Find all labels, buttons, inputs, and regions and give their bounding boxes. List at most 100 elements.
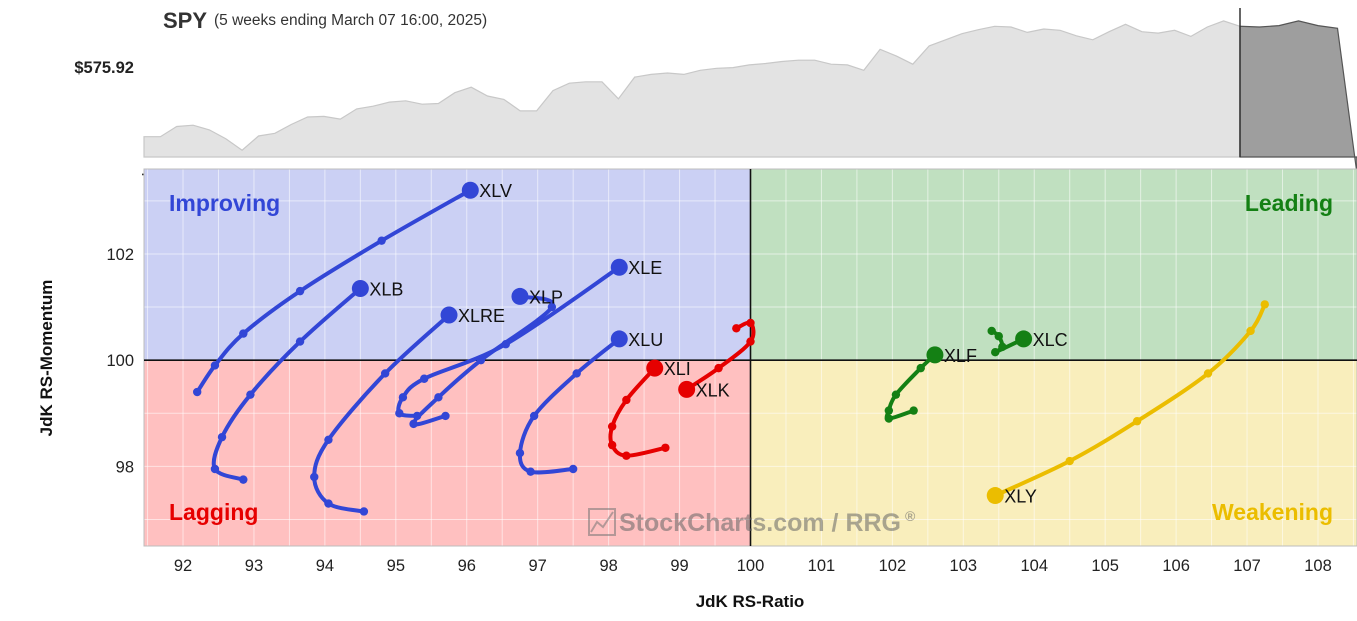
series-point-xlu: [530, 412, 538, 420]
series-point-xle: [399, 393, 407, 401]
series-point-xli: [622, 396, 630, 404]
series-point-xlre: [324, 499, 332, 507]
series-point-xlf: [917, 364, 925, 372]
series-point-xlu: [526, 467, 534, 475]
series-point-xlre: [324, 436, 332, 444]
series-point-xle: [502, 340, 510, 348]
series-head-xlu: [611, 330, 628, 347]
quadrant-label-leading: Leading: [1245, 190, 1333, 216]
x-tick-label: 103: [950, 557, 978, 575]
series-label-xly: XLY: [1004, 487, 1037, 507]
series-head-xly: [987, 487, 1004, 504]
series-label-xlb: XLB: [369, 279, 403, 299]
x-axis-title: JdK RS-Ratio: [696, 592, 805, 611]
series-point-xlk: [746, 337, 754, 345]
series-head-xlre: [441, 307, 458, 324]
series-point-xly: [1066, 457, 1074, 465]
period-subtitle: (5 weeks ending March 07 16:00, 2025): [214, 12, 487, 29]
series-label-xlv: XLV: [479, 181, 512, 201]
series-point-xlk: [714, 364, 722, 372]
x-tick-label: 104: [1020, 557, 1048, 575]
series-point-xly: [1261, 300, 1269, 308]
series-point-xlb: [296, 337, 304, 345]
series-head-xlf: [926, 346, 943, 363]
series-point-xli: [608, 422, 616, 430]
series-point-xlp: [409, 420, 417, 428]
price-label: $575.92: [74, 59, 134, 77]
quadrant-label-weakening: Weakening: [1212, 499, 1333, 525]
series-point-xlre: [360, 507, 368, 515]
series-point-xle: [413, 412, 421, 420]
series-label-xle: XLE: [628, 258, 662, 278]
series-point-xlv: [193, 388, 201, 396]
series-label-xlc: XLC: [1033, 330, 1068, 350]
series-point-xlu: [569, 465, 577, 473]
series-head-xli: [646, 360, 663, 377]
x-tick-label: 95: [387, 557, 405, 575]
symbol-title: SPY: [163, 8, 207, 33]
watermark-text: StockCharts.com / RRG: [619, 509, 901, 537]
series-point-xlv: [211, 361, 219, 369]
series-head-xlp: [511, 288, 528, 305]
series-point-xli: [608, 441, 616, 449]
x-tick-label: 97: [529, 557, 547, 575]
series-point-xlv: [239, 329, 247, 337]
x-tick-label: 107: [1233, 557, 1261, 575]
watermark: StockCharts.com / RRG ®: [589, 508, 916, 537]
x-tick-label: 98: [599, 557, 617, 575]
y-axis-title: JdK RS-Momentum: [37, 280, 56, 437]
price-area-history: [144, 21, 1240, 157]
quadrant-label-improving: Improving: [169, 190, 280, 216]
series-label-xlu: XLU: [628, 330, 663, 350]
x-tick-label: 96: [458, 557, 476, 575]
series-point-xlu: [573, 369, 581, 377]
x-tick-label: 92: [174, 557, 192, 575]
series-label-xli: XLI: [664, 359, 691, 379]
series-point-xle: [395, 409, 403, 417]
series-label-xlre: XLRE: [458, 306, 505, 326]
series-point-xlk: [746, 319, 754, 327]
series-point-xly: [1133, 417, 1141, 425]
y-tick-label: 102: [106, 246, 134, 264]
x-tick-label: 106: [1162, 557, 1190, 575]
series-head-xlc: [1015, 330, 1032, 347]
quadrant-label-lagging: Lagging: [169, 499, 258, 525]
series-point-xlp: [434, 393, 442, 401]
series-point-xlb: [239, 475, 247, 483]
y-tick-label: 98: [116, 458, 134, 476]
series-point-xlv: [296, 287, 304, 295]
price-panel: [142, 8, 1357, 174]
series-point-xlc: [998, 343, 1006, 351]
series-label-xlp: XLP: [529, 287, 563, 307]
series-label-xlk: XLK: [696, 380, 730, 400]
series-point-xlb: [218, 433, 226, 441]
series-point-xli: [661, 444, 669, 452]
series-point-xlf: [885, 414, 893, 422]
series-point-xle: [420, 375, 428, 383]
series-point-xly: [1246, 327, 1254, 335]
series-point-xly: [1204, 369, 1212, 377]
x-tick-label: 93: [245, 557, 263, 575]
series-point-xlf: [885, 406, 893, 414]
series-point-xlu: [516, 449, 524, 457]
series-point-xlre: [310, 473, 318, 481]
series-point-xlre: [381, 369, 389, 377]
x-tick-label: 94: [316, 557, 334, 575]
x-tick-label: 105: [1091, 557, 1119, 575]
series-point-xlv: [377, 236, 385, 244]
series-point-xlf: [892, 390, 900, 398]
series-point-xlk: [732, 324, 740, 332]
series-head-xlk: [678, 381, 695, 398]
x-tick-label: 102: [879, 557, 907, 575]
watermark-registered-mark: ®: [905, 508, 916, 524]
y-tick-label: 100: [106, 352, 134, 370]
series-head-xlb: [352, 280, 369, 297]
x-tick-label: 99: [670, 557, 688, 575]
series-label-xlf: XLF: [944, 346, 977, 366]
series-head-xle: [611, 259, 628, 276]
series-head-xlv: [462, 182, 479, 199]
x-tick-label: 101: [808, 557, 836, 575]
series-point-xlb: [211, 465, 219, 473]
